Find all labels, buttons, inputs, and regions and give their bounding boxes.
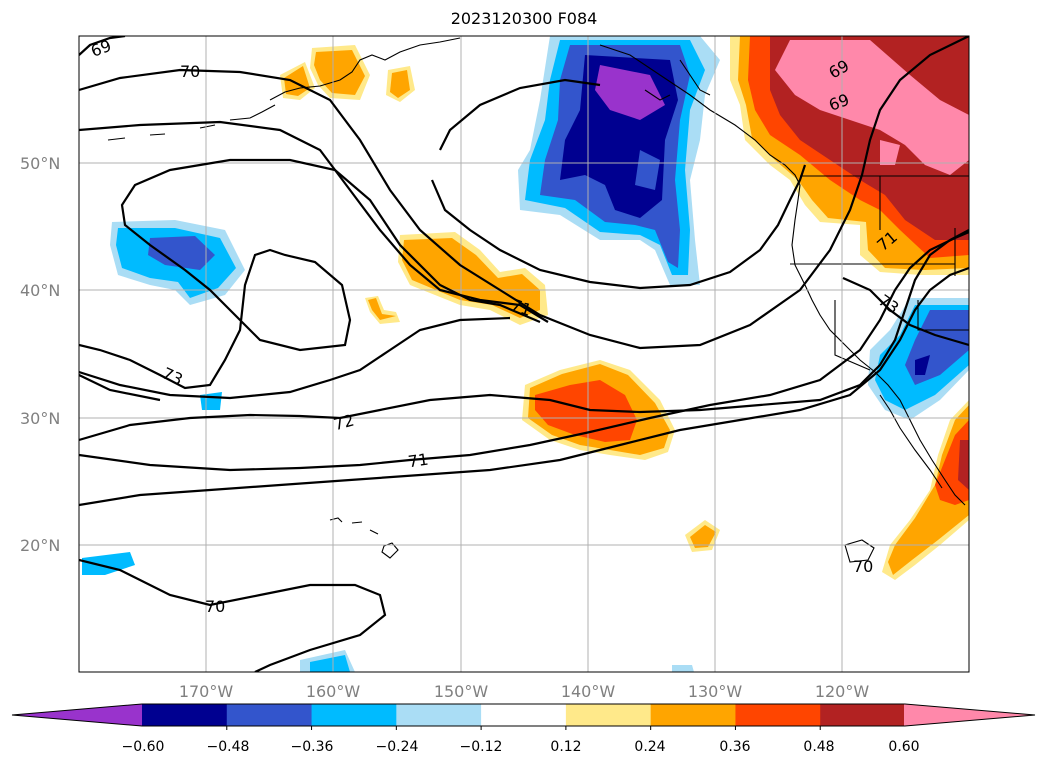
contour-69-gulf [430, 164, 807, 290]
latitude-labels: 50°N 40°N 30°N 20°N [20, 154, 60, 555]
colorbar-segment [735, 704, 821, 726]
contour-label: 73 [875, 291, 903, 318]
contour-70-north [79, 36, 969, 350]
height-contours [79, 36, 969, 672]
contour-72 [79, 316, 511, 400]
colorbar-extend-max [904, 704, 1035, 726]
colorbar-tick: −0.12 [460, 739, 503, 755]
colorbar-tick: 0.60 [888, 739, 919, 755]
colorbar-segment [481, 704, 567, 726]
coastlines [107, 37, 969, 563]
pos-anomaly-pnw-core [775, 40, 969, 175]
colorbar-segment [820, 704, 906, 726]
lon-label: 120°W [815, 682, 870, 701]
map-title: 2023120300 F084 [450, 9, 598, 28]
lat-label: 50°N [20, 154, 60, 173]
map-area: 69 70 71 72 73 69 69 70 71 73 71 70 [79, 36, 969, 672]
contour-73 [79, 374, 161, 402]
contour-72-south [79, 229, 969, 442]
contour-70-south [79, 266, 969, 507]
lon-label: 150°W [434, 682, 489, 701]
map-frame [78, 35, 970, 673]
contour-69-nw [79, 36, 126, 56]
colorbar-segment [565, 704, 652, 726]
colorbar-segment [142, 704, 228, 726]
lat-label: 40°N [20, 281, 60, 300]
colorbar-segment [226, 704, 313, 726]
contour-label: 69 [88, 36, 114, 61]
longitude-labels: 170°W 160°W 150°W 140°W 130°W 120°W [179, 682, 870, 701]
contour-71-loop [79, 158, 541, 390]
contour-label: 71 [407, 450, 430, 472]
lon-label: 140°W [561, 682, 616, 701]
lat-label: 30°N [20, 409, 60, 428]
colorbar [11, 703, 1036, 730]
gridlines [79, 36, 969, 672]
bc-coast [599, 44, 801, 186]
colorbar-tick: 0.36 [719, 739, 750, 755]
us-west-coast [791, 184, 966, 506]
colorbar-tick: −0.60 [122, 739, 165, 755]
contour-label: 70 [180, 62, 200, 81]
contour-71-upper-ridge [439, 78, 601, 151]
lat-label: 20°N [20, 536, 60, 555]
contour-70-trade [79, 558, 387, 672]
colorbar-tick: −0.48 [207, 739, 250, 755]
contour-label: 70 [205, 597, 225, 616]
colorbar-tick: −0.24 [376, 739, 419, 755]
lon-label: 160°W [306, 682, 361, 701]
colorbar-segment [396, 704, 482, 726]
contour-73-east [842, 276, 969, 347]
contour-label: 70 [853, 557, 873, 576]
baja [879, 394, 943, 489]
colorbar-outline [11, 703, 1036, 727]
contour-71-south [79, 230, 969, 472]
contour-label: 72 [332, 411, 357, 435]
state-borders [790, 175, 969, 371]
contour-70-inner-loop [79, 120, 549, 323]
hawaii [329, 517, 399, 559]
colorbar-tick: 0.48 [803, 739, 834, 755]
colorbar-tick: 0.24 [634, 739, 665, 755]
colorbar-segment [650, 704, 736, 726]
lon-label: 170°W [179, 682, 234, 701]
colorbar-ticks: −0.60 −0.48 −0.36 −0.24 −0.12 0.12 0.24 … [122, 739, 920, 755]
neg-anomaly-gulf-alaska-core3 [595, 65, 665, 120]
colorbar-extend-min [12, 704, 143, 726]
colorbar-tick: 0.12 [550, 739, 581, 755]
lon-label: 130°W [688, 682, 743, 701]
colorbar-tick: −0.36 [291, 739, 334, 755]
colorbar-segment [311, 704, 397, 726]
anomaly-shading [82, 36, 969, 672]
alaska-coast [269, 37, 461, 101]
